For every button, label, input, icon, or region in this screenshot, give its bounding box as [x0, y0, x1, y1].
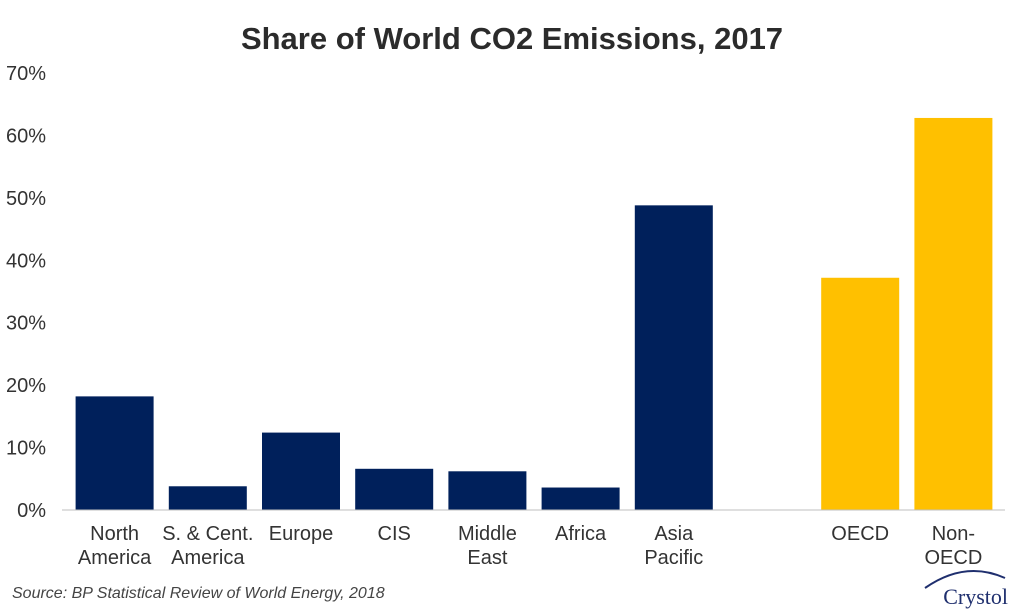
y-tick-label: 30%	[6, 313, 46, 335]
bar	[448, 471, 527, 510]
y-tick-label: 50%	[6, 188, 46, 210]
logo: Crystol	[924, 569, 1008, 609]
y-tick-label: 40%	[6, 250, 46, 272]
x-tick-label: Middle East	[458, 523, 517, 569]
x-tick-label: Europe	[269, 523, 334, 545]
chart-title: Share of World CO2 Emissions, 2017	[241, 21, 783, 56]
y-tick-label: 0%	[17, 500, 46, 522]
bar	[821, 277, 900, 510]
y-tick-label: 60%	[6, 125, 46, 147]
bar	[75, 396, 154, 510]
y-tick-label: 70%	[6, 63, 46, 85]
x-tick-label: CIS	[378, 523, 411, 545]
x-tick-label: Asia Pacific	[644, 523, 703, 569]
bar	[262, 432, 340, 510]
x-tick-label: Africa	[555, 523, 607, 545]
bar	[541, 487, 620, 510]
bars	[75, 117, 993, 510]
y-tick-label: 20%	[6, 375, 46, 397]
bar	[168, 486, 247, 510]
logo-text: Crystol	[943, 584, 1008, 609]
bar	[634, 205, 713, 510]
x-tick-label: S. & Cent. America	[162, 523, 253, 569]
bar	[914, 117, 993, 510]
y-tick-label: 10%	[6, 438, 46, 460]
bar	[355, 468, 434, 510]
x-tick-label: North America	[78, 523, 152, 569]
x-tick-label: Non-OECD	[925, 523, 983, 569]
source-note: Source: BP Statistical Review of World E…	[12, 585, 385, 602]
logo-swoosh	[924, 569, 1006, 589]
x-tick-label: OECD	[831, 523, 889, 545]
y-axis: 0% 10% 20% 30% 40% 50% 60% 70%	[6, 63, 46, 522]
